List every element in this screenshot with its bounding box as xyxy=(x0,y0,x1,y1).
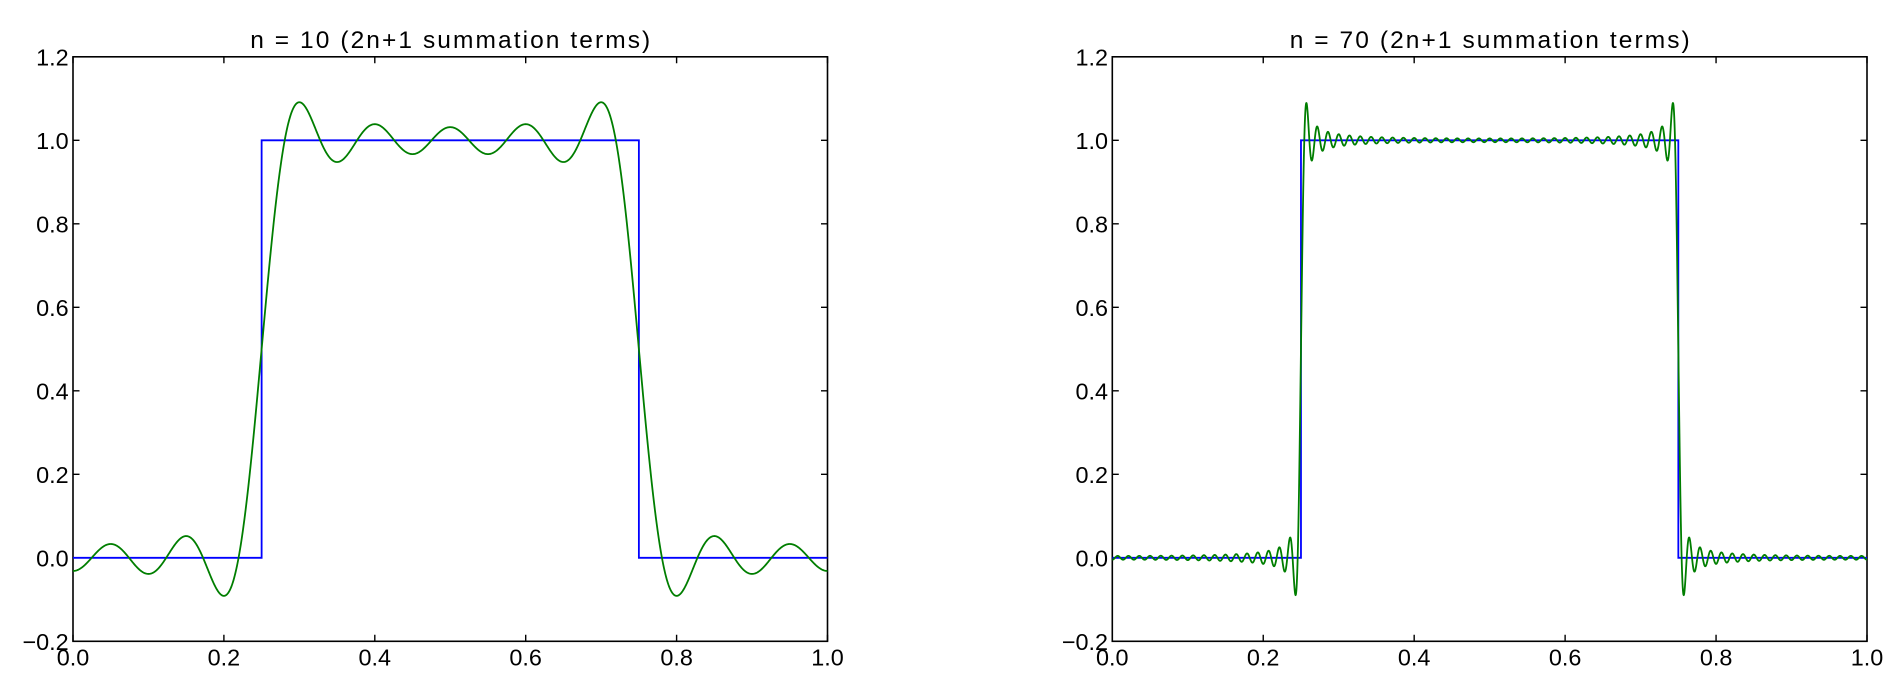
svg-text:0.2: 0.2 xyxy=(1075,462,1108,488)
svg-text:1.0: 1.0 xyxy=(1851,645,1884,671)
svg-text:1.0: 1.0 xyxy=(1075,128,1108,154)
svg-text:0.2: 0.2 xyxy=(36,462,69,488)
svg-text:n = 70 (2n+1 summation terms): n = 70 (2n+1 summation terms) xyxy=(1290,27,1690,54)
svg-text:0.2: 0.2 xyxy=(208,645,241,671)
svg-text:1.2: 1.2 xyxy=(1075,45,1108,71)
svg-text:0.0: 0.0 xyxy=(1075,546,1108,572)
svg-text:n = 10 (2n+1 summation terms): n = 10 (2n+1 summation terms) xyxy=(250,27,650,54)
svg-text:0.4: 0.4 xyxy=(1398,645,1431,671)
svg-text:0.8: 0.8 xyxy=(1075,212,1108,238)
svg-text:−0.2: −0.2 xyxy=(1062,629,1108,655)
svg-text:0.6: 0.6 xyxy=(1549,645,1582,671)
svg-text:0.0: 0.0 xyxy=(1096,645,1129,671)
svg-text:0.2: 0.2 xyxy=(1247,645,1280,671)
svg-text:0.0: 0.0 xyxy=(57,645,90,671)
svg-text:1.2: 1.2 xyxy=(36,45,69,71)
svg-text:0.6: 0.6 xyxy=(509,645,542,671)
svg-text:0.4: 0.4 xyxy=(1075,379,1108,405)
svg-text:0.4: 0.4 xyxy=(36,379,69,405)
svg-text:1.0: 1.0 xyxy=(811,645,844,671)
svg-text:0.8: 0.8 xyxy=(36,212,69,238)
svg-text:0.0: 0.0 xyxy=(36,546,69,572)
svg-text:0.8: 0.8 xyxy=(660,645,693,671)
svg-text:0.4: 0.4 xyxy=(359,645,392,671)
svg-text:0.8: 0.8 xyxy=(1700,645,1733,671)
svg-text:1.0: 1.0 xyxy=(36,128,69,154)
svg-text:0.6: 0.6 xyxy=(1075,295,1108,321)
svg-text:−0.2: −0.2 xyxy=(23,629,69,655)
svg-text:0.6: 0.6 xyxy=(36,295,69,321)
